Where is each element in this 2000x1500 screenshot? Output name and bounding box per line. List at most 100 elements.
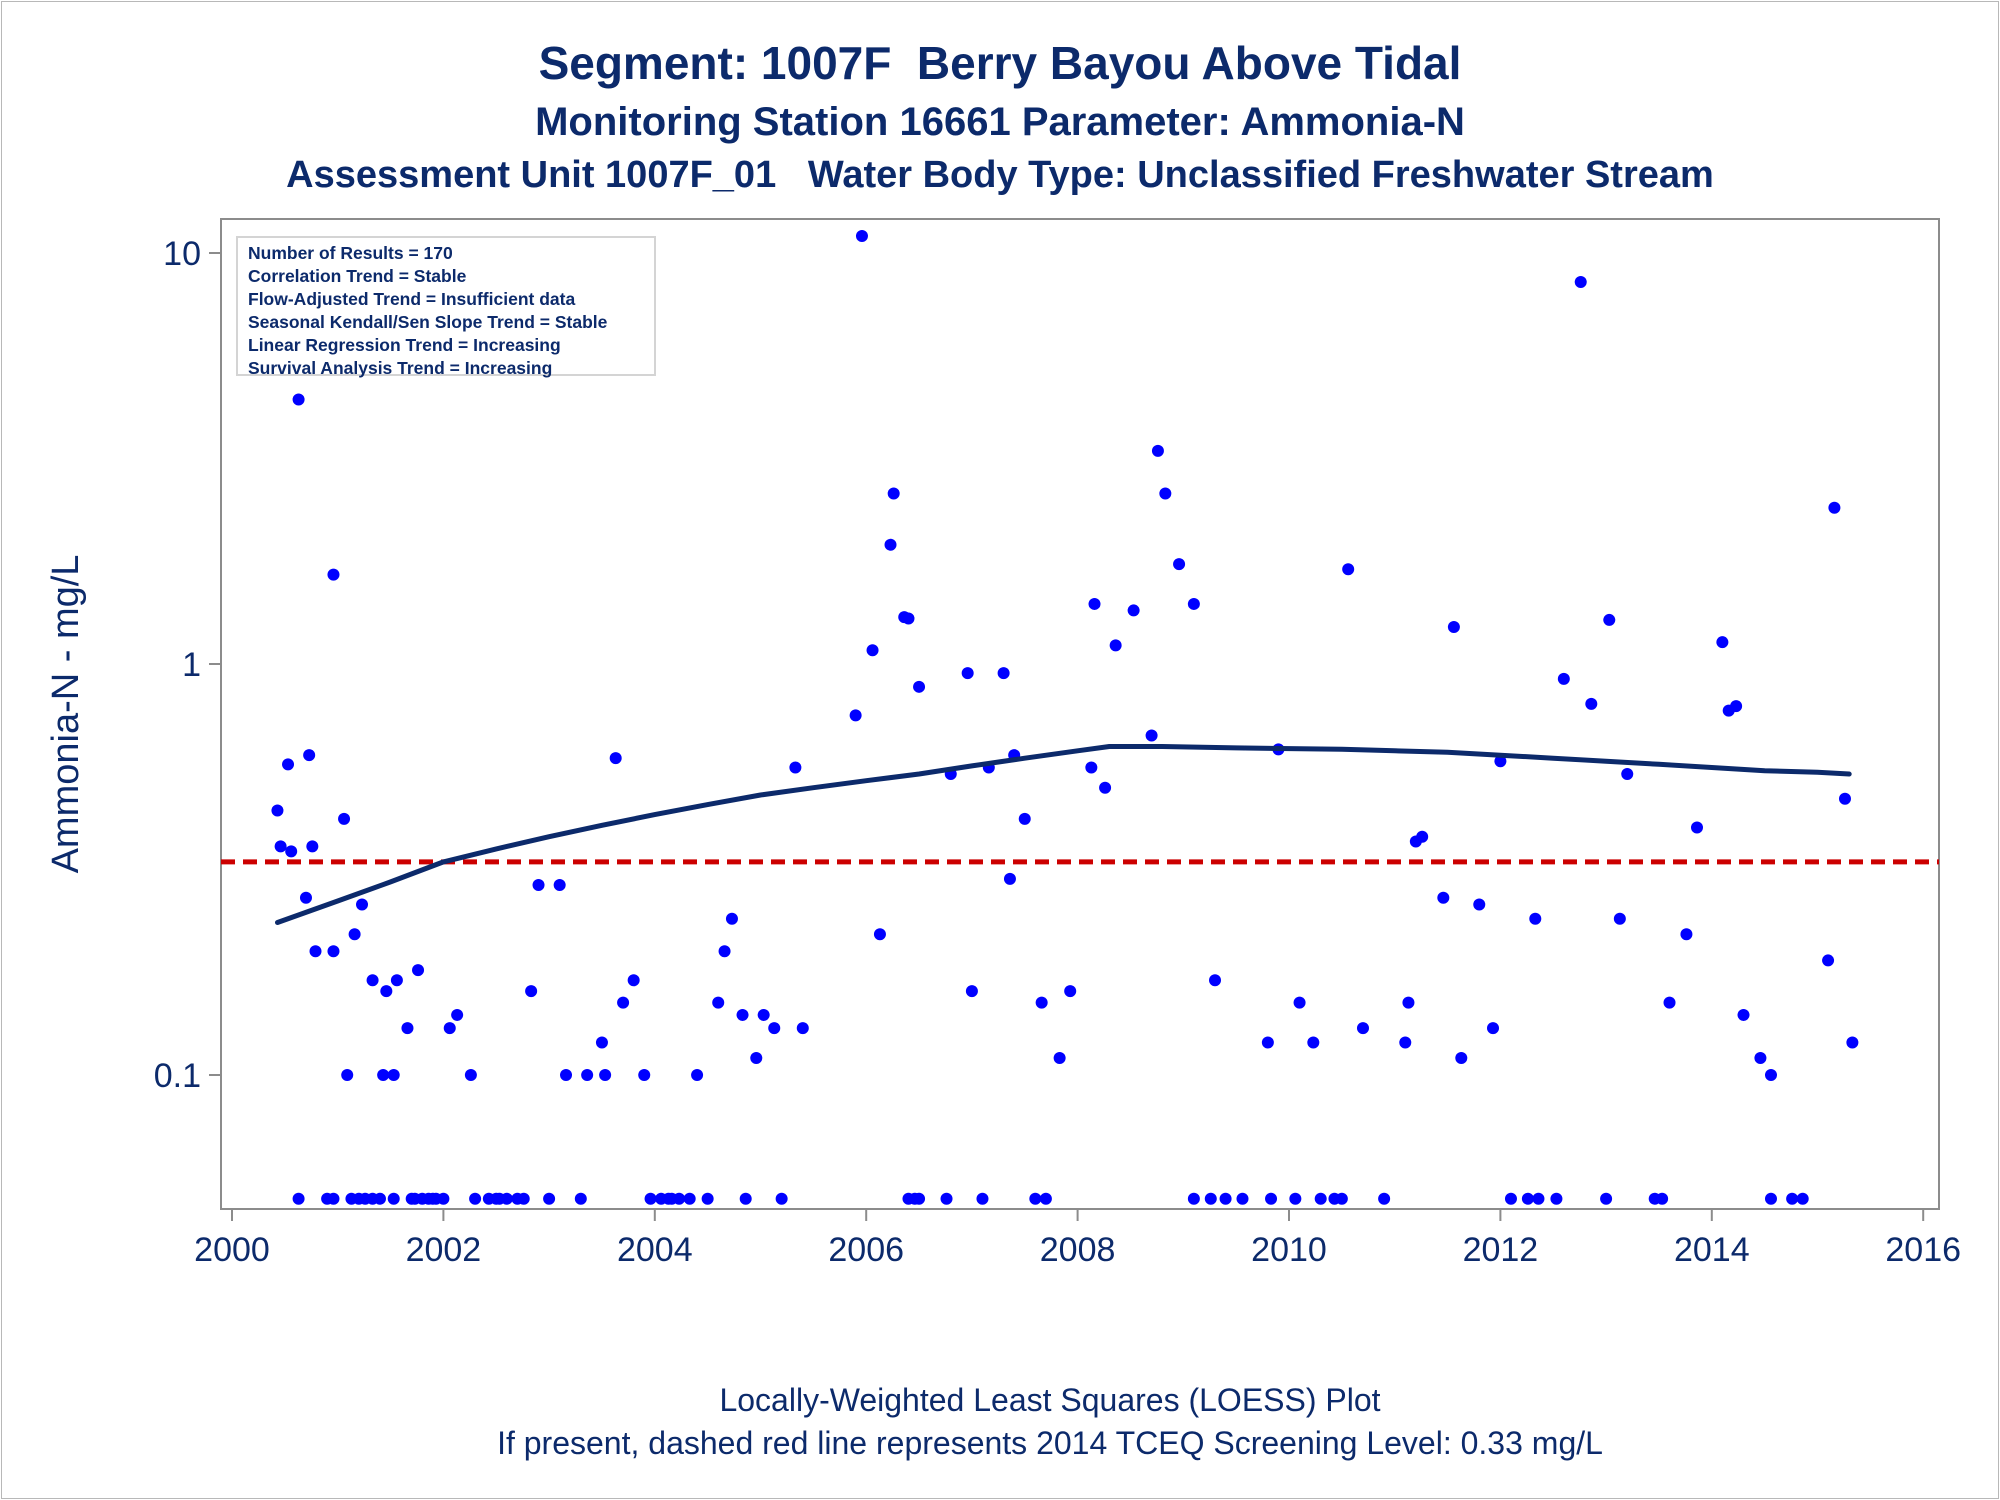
data-point: [997, 667, 1010, 680]
chart-subtitle: Monitoring Station 16661 Parameter: Ammo…: [535, 100, 1465, 144]
data-point-nondetect: [543, 1192, 556, 1205]
data-point: [712, 996, 725, 1009]
stat-linear-regression-trend: Linear Regression Trend = Increasing: [248, 335, 561, 355]
data-point-nondetect: [1029, 1192, 1042, 1205]
data-point: [356, 898, 369, 911]
data-point: [718, 945, 731, 958]
data-point: [1356, 1022, 1369, 1035]
data-point: [1173, 558, 1186, 571]
data-point-nondetect: [976, 1192, 989, 1205]
data-point: [401, 1022, 414, 1035]
data-point: [303, 749, 316, 762]
data-point: [1003, 872, 1016, 885]
data-point: [380, 985, 393, 998]
data-point: [638, 1069, 651, 1081]
data-point: [1209, 974, 1222, 987]
data-point: [560, 1069, 573, 1081]
data-point-nondetect: [387, 1192, 400, 1205]
data-point-nondetect: [327, 1192, 340, 1205]
data-point: [1494, 755, 1507, 768]
data-point: [299, 891, 312, 904]
x-tick-label: 2002: [406, 1231, 482, 1269]
footnote-loess: Locally-Weighted Least Squares (LOESS) P…: [719, 1382, 1381, 1418]
loess-group: [275, 744, 1852, 925]
data-point: [1737, 1008, 1750, 1021]
data-point-nondetect: [469, 1192, 482, 1205]
data-point: [1145, 729, 1158, 742]
data-point: [387, 1069, 400, 1081]
data-point-nondetect: [701, 1192, 714, 1205]
data-point-nondetect: [644, 1192, 657, 1205]
data-point: [609, 752, 622, 765]
data-point: [282, 758, 295, 771]
data-point: [1399, 1036, 1412, 1049]
data-point: [1293, 996, 1306, 1009]
data-point: [1064, 985, 1077, 998]
data-point: [1557, 672, 1570, 685]
data-point: [1838, 792, 1851, 805]
data-point: [1613, 912, 1626, 925]
data-point: [1529, 912, 1542, 925]
y-tick-label: 10: [163, 235, 201, 273]
data-point: [961, 667, 974, 680]
data-point: [390, 974, 403, 987]
y-tick-label: 0.1: [154, 1057, 201, 1095]
x-tick-label: 2010: [1251, 1231, 1327, 1269]
data-point: [443, 1022, 456, 1035]
data-point: [902, 612, 915, 625]
data-point-nondetect: [1039, 1192, 1052, 1205]
data-point: [866, 644, 879, 657]
data-point-nondetect: [437, 1192, 450, 1205]
data-point: [849, 709, 862, 722]
data-point: [1822, 954, 1835, 967]
data-point: [451, 1008, 464, 1021]
data-point-nondetect: [1378, 1192, 1391, 1205]
data-point-nondetect: [1219, 1192, 1232, 1205]
chart-title: Segment: 1007F Berry Bayou Above Tidal: [538, 37, 1462, 89]
data-point-nondetect: [1236, 1192, 1249, 1205]
data-point: [1828, 501, 1841, 514]
stat-flow-adjusted-trend: Flow-Adjusted Trend = Insufficient data: [248, 289, 576, 309]
data-point: [327, 945, 340, 958]
data-point: [309, 945, 322, 958]
data-point: [1018, 812, 1031, 825]
data-point: [1402, 996, 1415, 1009]
data-point: [1307, 1036, 1320, 1049]
data-point-nondetect: [517, 1192, 530, 1205]
data-point: [1663, 996, 1676, 1009]
data-point: [366, 974, 379, 987]
data-point-nondetect: [775, 1192, 788, 1205]
data-point: [1691, 821, 1704, 834]
stat-number-of-results: Number of Results = 170: [248, 243, 453, 263]
data-point: [274, 840, 287, 853]
x-tick-label: 2000: [194, 1231, 270, 1269]
data-point-nondetect: [1289, 1192, 1302, 1205]
data-point: [553, 878, 566, 891]
x-tick-label: 2014: [1674, 1231, 1750, 1269]
data-point: [736, 1008, 749, 1021]
data-point-nondetect: [1504, 1192, 1517, 1205]
data-points: [271, 229, 1859, 1205]
data-point: [1574, 276, 1587, 289]
data-point: [691, 1069, 704, 1081]
data-point: [1053, 1051, 1066, 1064]
data-point: [1416, 830, 1429, 843]
chart-subtitle-2: Assessment Unit 1007F_01 Water Body Type…: [286, 154, 1714, 196]
data-point-nondetect: [292, 1192, 305, 1205]
data-point-nondetect: [913, 1192, 926, 1205]
data-point: [581, 1069, 594, 1081]
data-point-nondetect: [683, 1192, 696, 1205]
data-point: [1099, 781, 1112, 794]
x-tick-label: 2008: [1040, 1231, 1116, 1269]
data-point-nondetect: [373, 1192, 386, 1205]
data-point-nondetect: [1521, 1192, 1534, 1205]
data-point-nondetect: [1786, 1192, 1799, 1205]
data-point-nondetect: [739, 1192, 752, 1205]
data-point-nondetect: [1265, 1192, 1278, 1205]
data-point-nondetect: [500, 1192, 513, 1205]
data-point: [1151, 444, 1164, 457]
data-point: [750, 1051, 763, 1064]
data-point: [1487, 1022, 1500, 1035]
data-point: [1764, 1069, 1777, 1081]
data-point: [1437, 891, 1450, 904]
